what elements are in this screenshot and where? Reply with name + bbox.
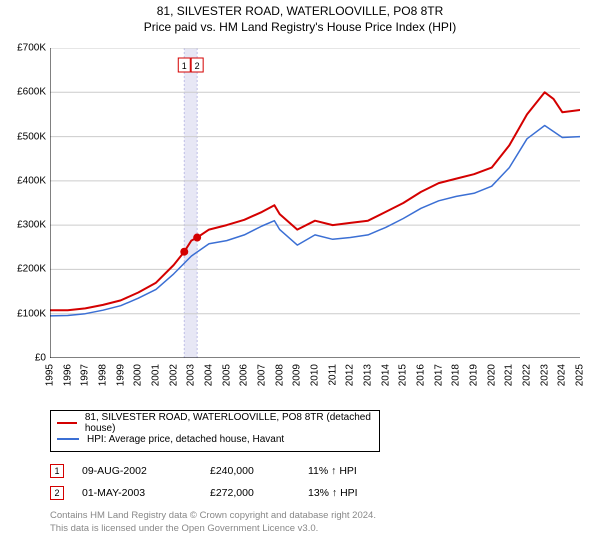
x-tick-label: 1996 — [62, 364, 73, 386]
title-block: 81, SILVESTER ROAD, WATERLOOVILLE, PO8 8… — [0, 0, 600, 34]
sale-date: 01-MAY-2003 — [82, 487, 192, 499]
y-tick-label: £600K — [17, 87, 46, 98]
chart-area: 12 £0£100K£200K£300K£400K£500K£600K£700K… — [50, 48, 580, 358]
x-tick-label: 2003 — [186, 364, 197, 386]
x-tick-label: 2005 — [221, 364, 232, 386]
sales-row: 2 01-MAY-2003 £272,000 13% ↑ HPI — [50, 482, 388, 504]
x-tick-label: 2008 — [274, 364, 285, 386]
legend-label: 81, SILVESTER ROAD, WATERLOOVILLE, PO8 8… — [85, 412, 373, 434]
x-tick-label: 2013 — [363, 364, 374, 386]
legend-row: 81, SILVESTER ROAD, WATERLOOVILLE, PO8 8… — [57, 415, 373, 431]
footer-line-1: Contains HM Land Registry data © Crown c… — [50, 510, 376, 523]
x-tick-label: 2025 — [575, 364, 586, 386]
chart-container: 81, SILVESTER ROAD, WATERLOOVILLE, PO8 8… — [0, 0, 600, 560]
x-tick-label: 2006 — [239, 364, 250, 386]
x-tick-label: 2000 — [133, 364, 144, 386]
title-line-2: Price paid vs. HM Land Registry's House … — [0, 20, 600, 34]
legend: 81, SILVESTER ROAD, WATERLOOVILLE, PO8 8… — [50, 410, 380, 452]
y-tick-label: £500K — [17, 131, 46, 142]
sale-price: £272,000 — [210, 487, 290, 499]
x-tick-label: 2020 — [486, 364, 497, 386]
x-tick-label: 2016 — [416, 364, 427, 386]
sale-hpi-delta: 13% ↑ HPI — [308, 487, 388, 499]
x-tick-label: 2012 — [345, 364, 356, 386]
x-tick-label: 2002 — [168, 364, 179, 386]
x-tick-label: 2024 — [557, 364, 568, 386]
footer: Contains HM Land Registry data © Crown c… — [50, 510, 376, 536]
x-tick-label: 2018 — [451, 364, 462, 386]
x-tick-label: 2004 — [204, 364, 215, 386]
sale-marker: 1 — [50, 464, 64, 478]
x-tick-label: 2010 — [310, 364, 321, 386]
sales-row: 1 09-AUG-2002 £240,000 11% ↑ HPI — [50, 460, 388, 482]
x-tick-label: 1995 — [45, 364, 56, 386]
x-tick-label: 2019 — [469, 364, 480, 386]
svg-text:1: 1 — [182, 61, 187, 71]
x-tick-label: 2014 — [380, 364, 391, 386]
x-tick-label: 1997 — [80, 364, 91, 386]
legend-swatch — [57, 438, 79, 440]
y-tick-label: £400K — [17, 175, 46, 186]
x-tick-label: 2022 — [522, 364, 533, 386]
title-line-1: 81, SILVESTER ROAD, WATERLOOVILLE, PO8 8… — [0, 4, 600, 18]
x-tick-label: 2001 — [151, 364, 162, 386]
x-tick-label: 2023 — [539, 364, 550, 386]
footer-line-2: This data is licensed under the Open Gov… — [50, 523, 376, 536]
sales-table: 1 09-AUG-2002 £240,000 11% ↑ HPI 2 01-MAY-200… — [50, 460, 388, 504]
x-tick-label: 1998 — [98, 364, 109, 386]
y-tick-label: £700K — [17, 43, 46, 54]
x-tick-label: 2015 — [398, 364, 409, 386]
x-tick-label: 2021 — [504, 364, 515, 386]
x-tick-label: 2007 — [257, 364, 268, 386]
sale-hpi-delta: 11% ↑ HPI — [308, 465, 388, 477]
y-tick-label: £200K — [17, 264, 46, 275]
y-tick-label: £300K — [17, 220, 46, 231]
x-tick-label: 2011 — [327, 364, 338, 386]
x-tick-label: 1999 — [115, 364, 126, 386]
y-tick-label: £0 — [35, 353, 46, 364]
legend-label: HPI: Average price, detached house, Hava… — [87, 434, 284, 445]
sale-marker: 2 — [50, 486, 64, 500]
svg-text:2: 2 — [195, 61, 200, 71]
x-tick-label: 2009 — [292, 364, 303, 386]
chart-svg: 12 — [50, 48, 580, 358]
sale-price: £240,000 — [210, 465, 290, 477]
x-tick-label: 2017 — [433, 364, 444, 386]
y-tick-label: £100K — [17, 308, 46, 319]
sale-date: 09-AUG-2002 — [82, 465, 192, 477]
legend-swatch — [57, 422, 77, 424]
